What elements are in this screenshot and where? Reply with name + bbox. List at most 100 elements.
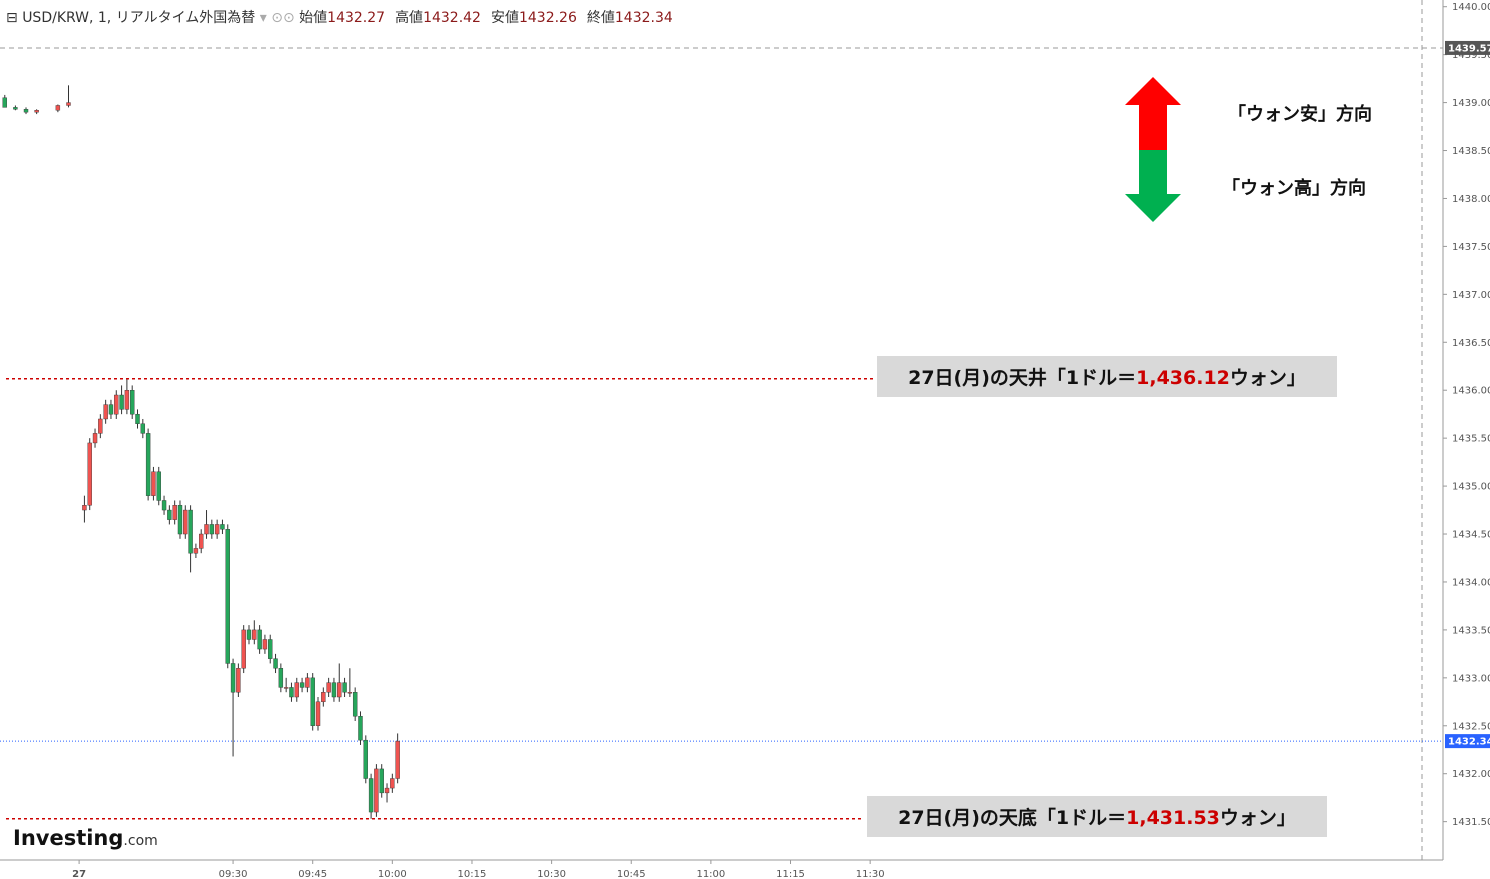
- candle-body: [358, 715, 363, 741]
- candle-body: [129, 390, 135, 415]
- candle-body: [321, 692, 326, 703]
- candle-body: [87, 442, 92, 506]
- x-tick-label: 11:30: [856, 869, 885, 879]
- ohlc-label: 高値: [395, 10, 424, 26]
- direction-up-label: 「ウォン安」方向: [1228, 103, 1372, 125]
- direction-down-label: 「ウォン高」方向: [1222, 177, 1366, 199]
- ohlc-value: 1432.26: [518, 10, 577, 26]
- candle-body: [199, 533, 204, 549]
- candle-body: [395, 740, 400, 779]
- logo: Investing.com: [13, 826, 158, 850]
- candle-body: [390, 778, 395, 789]
- candle-body: [310, 677, 315, 726]
- x-tick-label: 10:30: [537, 869, 566, 879]
- x-tick-label: 11:15: [776, 869, 805, 879]
- candle-body: [204, 524, 209, 535]
- candle-body: [161, 500, 167, 511]
- price-tag-label: 1439.57: [1448, 43, 1490, 54]
- x-tick-label: 11:00: [696, 869, 725, 879]
- candle-body: [177, 505, 183, 535]
- ohlc-label: 安値: [490, 10, 519, 26]
- candle-body: [151, 471, 156, 496]
- y-tick-label: 1438.00: [1452, 194, 1490, 205]
- down-arrow: [1125, 150, 1181, 222]
- y-tick-label: 1439.00: [1452, 98, 1490, 109]
- x-tick-label: 10:15: [458, 869, 487, 879]
- candle-body: [92, 433, 98, 444]
- y-tick-label: 1436.50: [1452, 338, 1490, 349]
- candle-body: [145, 433, 151, 496]
- y-tick-label: 1434.50: [1452, 530, 1490, 541]
- candle-body: [257, 629, 262, 650]
- candle-body: [368, 778, 374, 813]
- candle-body: [347, 692, 353, 694]
- candle-body: [55, 105, 61, 111]
- candle-body: [273, 658, 278, 669]
- candle-body: [268, 639, 273, 659]
- y-tick-label: 1435.00: [1452, 482, 1490, 493]
- candle-body: [114, 394, 119, 415]
- annotation-box: [867, 796, 1327, 837]
- candle-body: [225, 529, 230, 664]
- candle-body: [326, 682, 331, 693]
- annotation: 27日(月)の天井「1ドル＝1,436.12ウォン」: [908, 366, 1306, 389]
- candle-body: [220, 524, 225, 530]
- ohlc-value: 1432.34: [614, 10, 673, 26]
- y-tick-label: 1437.00: [1452, 290, 1490, 301]
- candle-body: [252, 629, 257, 640]
- y-tick-label: 1434.00: [1452, 577, 1490, 588]
- ohlc-label: 始値: [299, 10, 328, 26]
- candle-body: [299, 682, 305, 688]
- x-tick-label: 10:00: [378, 869, 407, 879]
- header: ⊟ USD/KRW, 1, リアルタイム外国為替 ▾ ⊙⊙ 始値1432.27 高…: [6, 7, 683, 27]
- candle-body: [156, 471, 161, 501]
- annotation: 27日(月)の天底「1ドル＝1,431.53ウォン」: [898, 806, 1296, 829]
- up-arrow: [1125, 77, 1181, 150]
- y-tick-label: 1435.50: [1452, 434, 1490, 445]
- price-tag: [1445, 40, 1490, 55]
- candle-body: [167, 509, 172, 520]
- candle-body: [342, 682, 347, 693]
- candle-body: [331, 682, 337, 698]
- candle-body: [315, 701, 321, 726]
- header-title: USD/KRW, 1, リアルタイム外国為替: [22, 10, 256, 26]
- price-tag: [1445, 734, 1490, 749]
- candle-body: [337, 682, 342, 698]
- candle-body: [108, 404, 114, 415]
- candle-body: [305, 677, 310, 688]
- y-tick-label: 1436.00: [1452, 386, 1490, 397]
- ohlc-value: 1432.27: [327, 10, 386, 26]
- candle-body: [209, 524, 215, 535]
- candle-body: [23, 109, 29, 113]
- candle-body: [98, 418, 103, 434]
- x-tick-label: 09:30: [219, 869, 248, 879]
- candle-body: [289, 687, 294, 698]
- ohlc-label: 終値: [586, 10, 615, 26]
- candle-body: [214, 524, 220, 535]
- candle-body: [2, 97, 7, 108]
- y-tick-label: 1439.50: [1452, 50, 1490, 61]
- candle-body: [352, 692, 358, 717]
- candle-body: [119, 394, 124, 410]
- x-tick-label: 27: [72, 869, 86, 879]
- candle-body: [183, 509, 188, 535]
- candle-body: [34, 110, 39, 113]
- candle-body: [294, 682, 299, 698]
- candle-body: [124, 390, 130, 410]
- annotation-prefix: 27日(月)の天井「1ドル＝: [908, 366, 1136, 389]
- y-tick-label: 1437.50: [1452, 242, 1490, 253]
- x-tick-label: 09:45: [298, 869, 327, 879]
- candle-body: [374, 768, 379, 813]
- y-tick-label: 1433.50: [1452, 625, 1490, 636]
- y-tick-label: 1438.50: [1452, 146, 1490, 157]
- candle-body: [193, 548, 199, 554]
- candle-body: [236, 668, 241, 693]
- annotation-suffix: ウォン」: [1220, 807, 1296, 829]
- candle-body: [103, 404, 108, 420]
- ohlc-value: 1432.42: [423, 10, 481, 26]
- candle-body: [66, 102, 71, 106]
- candle-body: [241, 629, 246, 669]
- candle-body: [82, 505, 87, 511]
